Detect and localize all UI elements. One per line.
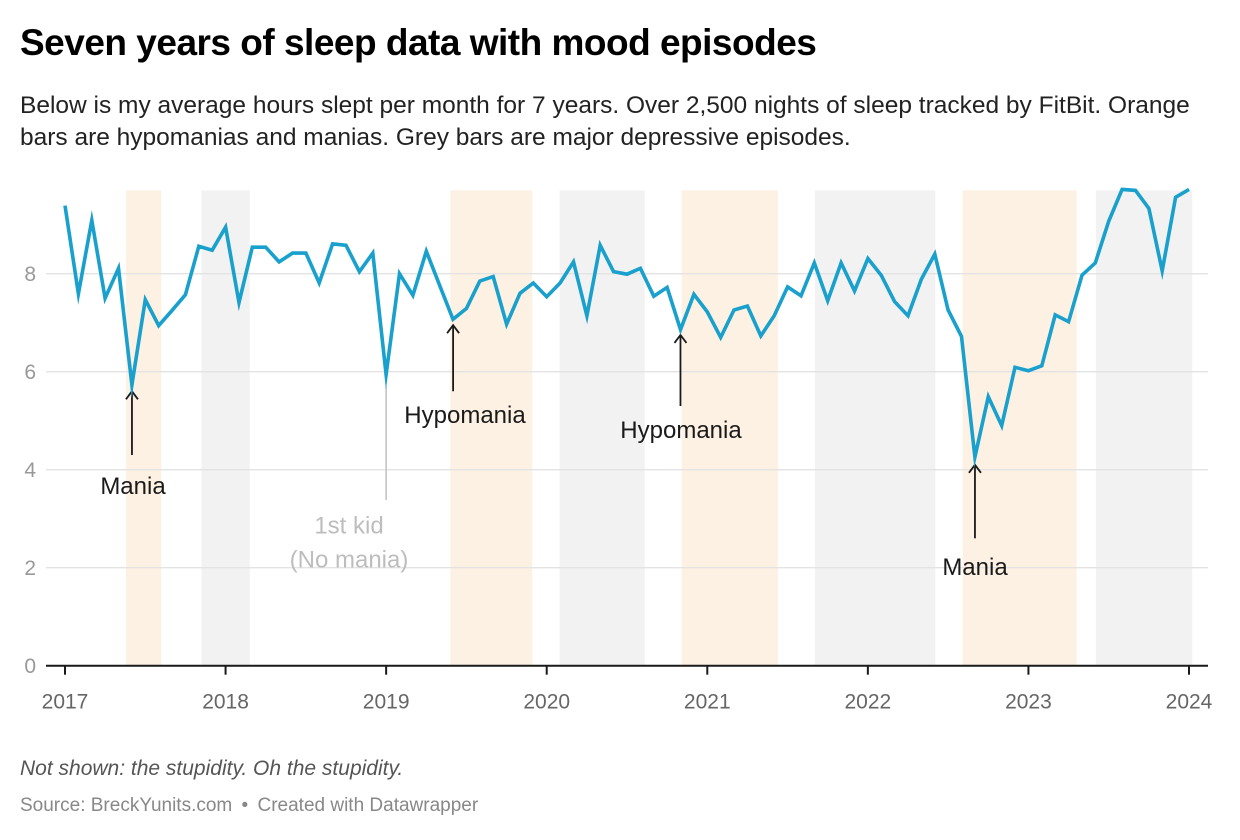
annotation-sublabel: (No mania)	[290, 546, 409, 573]
x-tick-label: 2021	[684, 691, 731, 714]
depression-band	[1095, 190, 1193, 666]
chart-notes: Not shown: the stupidity. Oh the stupidi…	[20, 757, 404, 780]
x-tick-label: 2018	[202, 691, 249, 714]
annotation-label-mania: Mania	[942, 554, 1008, 581]
y-tick-label: 6	[24, 361, 36, 384]
annotation-label-hypomania: Hypomania	[404, 402, 526, 429]
annotation-label-1st-kid: 1st kid	[314, 512, 383, 539]
mania-band	[450, 190, 533, 666]
depression-band	[814, 190, 936, 666]
credit-label: Created with Datawrapper	[257, 795, 479, 816]
line-chart: 0 2 4 6 8 2017 2018 2019 2020 2021 2022 2023 2024 M…	[24, 187, 1213, 714]
x-tick-label: 2023	[1005, 691, 1052, 714]
chart-subtitle: Below is my average hours slept per mont…	[20, 92, 1190, 151]
sleep-series	[63, 187, 1190, 468]
depression-band	[201, 190, 250, 666]
source-label: Source: BreckYunits.com	[20, 795, 233, 816]
y-axis-labels: 0 2 4 6 8	[24, 263, 36, 678]
annotation-label-hypomania: Hypomania	[620, 417, 742, 444]
x-axis: 2017 2018 2019 2020 2021 2022 2023 2024	[42, 664, 1213, 714]
y-tick-label: 4	[24, 459, 36, 482]
x-tick-label: 2020	[523, 691, 570, 714]
y-tick-label: 8	[24, 263, 36, 286]
y-tick-label: 0	[24, 655, 36, 678]
arrow-head-icon	[446, 323, 460, 334]
annotation-label-mania: Mania	[100, 473, 166, 500]
x-tick-label: 2024	[1166, 691, 1213, 714]
arrow-head-icon	[673, 333, 688, 344]
y-tick-label: 2	[24, 557, 36, 580]
x-tick-label: 2017	[42, 691, 89, 714]
episode-bands	[126, 190, 1193, 666]
mania-band	[681, 190, 778, 666]
annotations: Mania Hypomania Hypomania Mania 1st kid (No m…	[100, 323, 1008, 581]
x-tick-label: 2022	[844, 691, 891, 714]
separator: •	[241, 795, 249, 816]
source-line: Source: BreckYunits.com • Created with D…	[20, 795, 478, 817]
x-tick-label: 2019	[363, 691, 410, 714]
chart-title: Seven years of sleep data with mood epis…	[20, 22, 817, 63]
